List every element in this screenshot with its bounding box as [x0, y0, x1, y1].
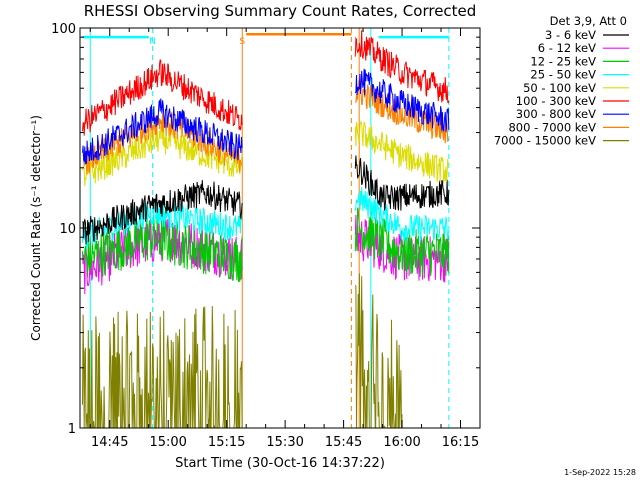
- legend-entry-label: 6 - 12 keV: [538, 41, 596, 55]
- legend-entry-label: 25 - 50 keV: [530, 68, 596, 82]
- legend-entry-label: 7000 - 15000 keV: [494, 134, 596, 148]
- marker-label-n: N: [149, 37, 156, 47]
- legend-entry-label: 300 - 800 keV: [516, 107, 596, 121]
- series-line-3-6-keV: [82, 155, 450, 245]
- y-tick-label: 1: [68, 422, 76, 437]
- x-tick-label: 16:00: [383, 435, 420, 450]
- x-tick-label: 15:45: [325, 435, 362, 450]
- chart-title: RHESSI Observing Summary Count Rates, Co…: [84, 2, 477, 20]
- series-line-800-7000-keV: [82, 79, 449, 175]
- series-line-100-300-keV: [82, 30, 450, 136]
- y-axis-label: Corrected Count Rate (s⁻¹ detector⁻¹): [29, 115, 43, 341]
- legend-entry-label: 12 - 25 keV: [530, 54, 596, 68]
- y-tick-label: 10: [59, 222, 76, 237]
- series-line-300-800-keV: [82, 68, 450, 165]
- marker-label-s: S: [239, 37, 245, 47]
- legend-title: Det 3,9, Att 0: [550, 14, 627, 28]
- x-axis-label: Start Time (30-Oct-16 14:37:22): [175, 456, 385, 471]
- x-tick-label: 15:15: [208, 435, 245, 450]
- axis-layer: 14:45 15:00 15:15 15:30 15:45 16:00 16:15 1 10 10…: [51, 22, 481, 450]
- series-layer: [82, 30, 450, 429]
- legend-entry-label: 3 - 6 keV: [545, 28, 596, 42]
- x-tick-label: 15:00: [149, 435, 186, 450]
- x-tick-label: 14:45: [91, 435, 128, 450]
- series-line-12-25-keV: [82, 207, 450, 283]
- legend-entry-label: 50 - 100 keV: [523, 81, 596, 95]
- y-tick-label: 100: [51, 22, 76, 37]
- x-tick-label: 15:30: [266, 435, 303, 450]
- legend-entry-label: 100 - 300 keV: [516, 94, 596, 108]
- legend-entry-label: 800 - 7000 keV: [508, 120, 596, 134]
- series-line-50-100-keV: [82, 119, 450, 187]
- timestamp: 1-Sep-2022 15:28: [564, 468, 636, 477]
- x-tick-label: 16:15: [442, 435, 479, 450]
